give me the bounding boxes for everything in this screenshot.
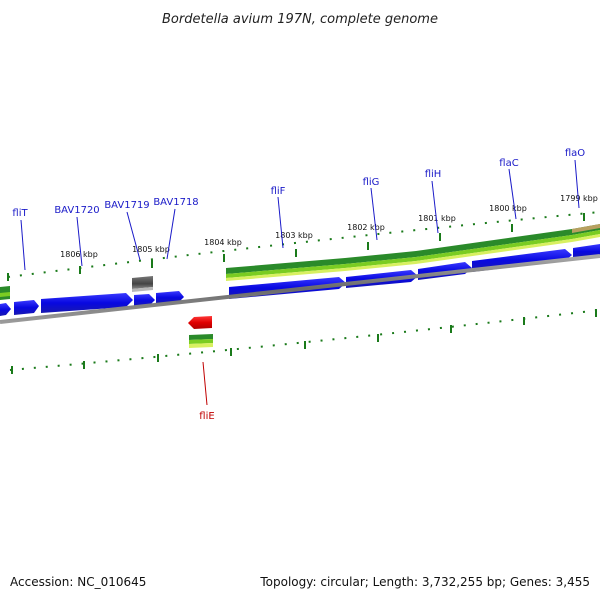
accession-text: Accession: NC_010645	[10, 575, 146, 589]
lower-tick-track	[9, 309, 600, 371]
gene-label-BAV1720[interactable]: BAV1720	[54, 205, 99, 216]
gene-label-BAV1719[interactable]: BAV1719	[104, 200, 149, 211]
cds-arrow	[0, 303, 11, 316]
gene-label-fliF[interactable]: fliF	[271, 186, 286, 197]
kbp-tick-label: 1801 kbp	[418, 214, 456, 223]
kbp-tick-label: 1802 kbp	[347, 223, 385, 232]
similarity-bands-upper	[0, 224, 600, 300]
cds-arrow	[14, 300, 39, 315]
kbp-tick-label: 1800 kbp	[489, 204, 527, 213]
gene-label-fliE[interactable]: fliE	[199, 411, 214, 422]
gene-label-fliH[interactable]: fliH	[425, 169, 442, 180]
gene-label-leaders	[20, 159, 580, 271]
gene-label-flaO[interactable]: flaO	[565, 148, 585, 159]
gene-label-BAV1718[interactable]: BAV1718	[153, 197, 198, 208]
kbp-tick-label: 1804 kbp	[204, 238, 242, 247]
genome-title: Bordetella avium 197N, complete genome	[162, 12, 438, 27]
fliE-leader-line	[202, 361, 208, 406]
fliE-gene-arrow[interactable]	[188, 316, 212, 329]
rna-feature	[132, 276, 153, 289]
gene-label-fliG[interactable]: fliG	[363, 177, 380, 188]
gene-label-flaC[interactable]: flaC	[499, 158, 518, 169]
gene-label-fliT[interactable]: fliT	[12, 208, 28, 219]
lower-major-ticks	[11, 309, 597, 374]
kbp-tick-label: 1799 kbp	[560, 194, 598, 203]
genome-summary-text: Topology: circular; Length: 3,732,255 bp…	[259, 575, 590, 589]
kbp-tick-label: 1803 kbp	[275, 231, 313, 240]
similarity-bands-lower	[189, 334, 213, 348]
genome-backbone	[0, 254, 600, 324]
kbp-tick-label: 1806 kbp	[60, 250, 98, 259]
rna-feature-shadow	[132, 287, 153, 292]
kbp-tick-label: 1805 kbp	[132, 245, 170, 254]
kbp-major-ticks	[7, 213, 585, 281]
